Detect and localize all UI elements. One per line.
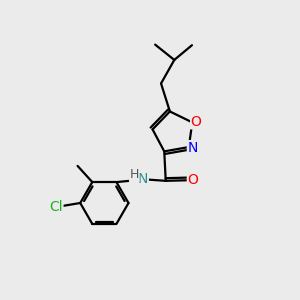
Text: O: O (191, 115, 202, 129)
Text: N: N (138, 172, 148, 186)
Text: Cl: Cl (49, 200, 63, 214)
Text: N: N (188, 141, 198, 154)
Text: H: H (130, 168, 139, 182)
Text: O: O (188, 173, 198, 187)
